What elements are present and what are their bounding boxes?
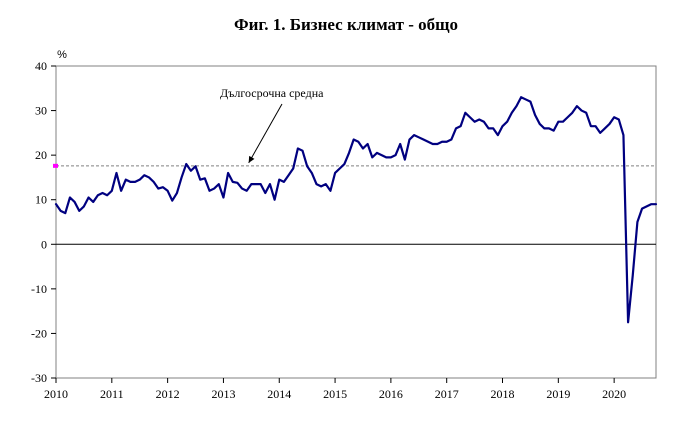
y-tick-label: 40 bbox=[35, 59, 47, 73]
chart-title: Фиг. 1. Бизнес климат - общо bbox=[234, 15, 458, 34]
y-tick-label: 0 bbox=[41, 237, 47, 251]
long-term-average-label: Дългосрочна средна bbox=[220, 86, 324, 100]
y-tick-label: -30 bbox=[31, 371, 47, 385]
x-tick-label: 2010 bbox=[44, 387, 68, 401]
y-axis-unit: % bbox=[57, 49, 67, 61]
x-tick-label: 2012 bbox=[156, 387, 180, 401]
x-tick-label: 2017 bbox=[435, 387, 459, 401]
x-tick-label: 2014 bbox=[267, 387, 291, 401]
x-tick-label: 2015 bbox=[323, 387, 347, 401]
annotation-arrow-line bbox=[248, 103, 283, 164]
x-tick-label: 2020 bbox=[602, 387, 626, 401]
x-tick-label: 2019 bbox=[546, 387, 570, 401]
y-tick-label: -20 bbox=[31, 326, 47, 340]
series-line-business-climate bbox=[54, 96, 658, 324]
plot-frame bbox=[55, 65, 657, 379]
y-tick-label: 30 bbox=[35, 104, 47, 118]
x-tick-label: 2016 bbox=[379, 387, 403, 401]
x-tick-label: 2011 bbox=[100, 387, 124, 401]
long-term-average-marker bbox=[53, 163, 58, 168]
y-tick-label: -10 bbox=[31, 282, 47, 296]
y-tick-label: 20 bbox=[35, 148, 47, 162]
y-tick-label: 10 bbox=[35, 193, 47, 207]
x-tick-label: 2013 bbox=[211, 387, 235, 401]
x-tick-label: 2018 bbox=[491, 387, 515, 401]
annotation-arrow-head bbox=[248, 155, 255, 163]
